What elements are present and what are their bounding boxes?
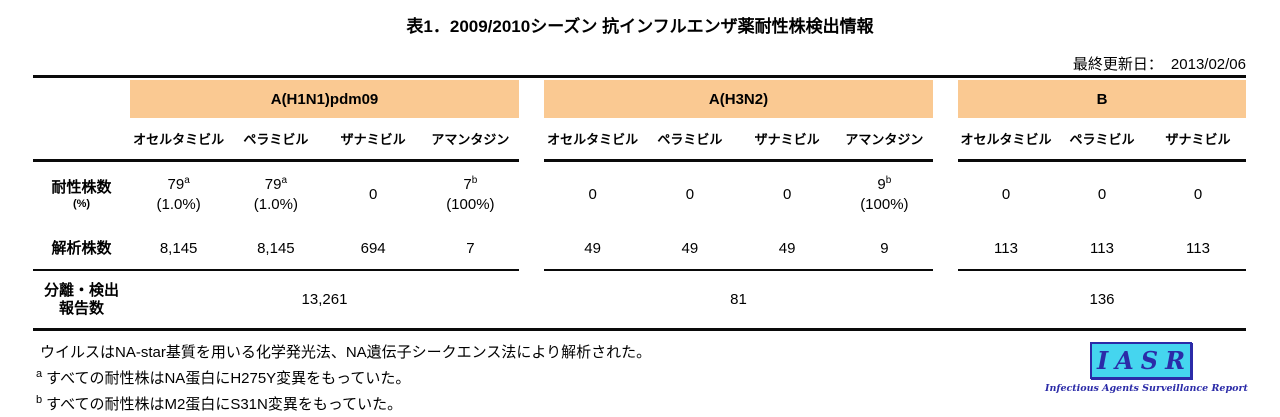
group-header-h1n1pdm09: A(H1N1)pdm09 — [130, 80, 519, 118]
analyzed-cell: 49 — [584, 239, 601, 257]
iasr-logo-subtitle: Infectious Agents Surveillance Report — [1045, 383, 1248, 394]
drug-header-zanamivir: ザナミビル — [754, 132, 820, 147]
drug-header-peramivir: ペラミビル — [657, 132, 723, 147]
drug-header-peramivir: ペラミビル — [243, 132, 309, 147]
drug-header-zanamivir: ザナミビル — [340, 132, 406, 147]
resistant-cell: 79a (1.0%) — [156, 175, 201, 214]
analyzed-cell: 9 — [880, 239, 889, 257]
table-bottom-rule — [33, 328, 1246, 331]
analyzed-cell: 694 — [360, 239, 386, 257]
resistant-row-h1n1pdm09: 79a (1.0%) 79a (1.0%) 0 7b (100%) — [130, 162, 519, 228]
iasr-logo[interactable]: IASR Infectious Agents Surveillance Repo… — [1045, 342, 1248, 394]
reported-cell: 136 — [1089, 290, 1115, 308]
drug-header-row-h1n1pdm09: オセルタミビル ペラミビル ザナミビル アマンタジン — [130, 118, 519, 159]
analyzed-cell: 113 — [994, 239, 1018, 257]
reported-row-h3n2: 81 — [544, 271, 933, 328]
drug-header-row-h3n2: オセルタミビル ペラミビル ザナミビル アマンタジン — [544, 118, 933, 159]
resistant-cell: 0 — [1097, 186, 1107, 203]
analyzed-cell: 49 — [681, 239, 699, 257]
group-header-b: B — [958, 80, 1246, 118]
footnote-b: b すべての耐性株はM2蛋白にS31N変異をもっていた。 — [36, 394, 403, 413]
reported-rule-group3 — [958, 269, 1246, 271]
analyzed-cell: 113 — [1186, 239, 1210, 257]
analyzed-row-h3n2: 49 49 49 9 — [544, 228, 933, 269]
analyzed-row-h1n1pdm09: 8,145 8,145 694 7 — [130, 228, 519, 269]
footnote-a: a すべての耐性株はNA蛋白にH275Y変異をもっていた。 — [36, 368, 411, 387]
analyzed-cell: 8,145 — [159, 239, 198, 257]
analyzed-row-b: 113 113 113 — [958, 228, 1246, 269]
reported-cell: 81 — [730, 290, 747, 308]
iasr-logo-box: IASR — [1090, 342, 1192, 379]
subheader-rule-group2 — [544, 159, 933, 162]
resistant-cell: 7b (100%) — [446, 175, 495, 214]
row-label-reported-count: 分離・検出 報告数 — [33, 271, 130, 328]
drug-header-peramivir: ペラミビル — [1069, 132, 1135, 147]
row-label-resistant-line1: 耐性株数 — [51, 179, 112, 196]
last-updated-label: 最終更新日： — [1072, 56, 1163, 73]
resistant-cell: 0 — [685, 186, 695, 203]
analyzed-cell: 113 — [1090, 239, 1114, 257]
resistant-cell: 9b (100%) — [860, 175, 909, 214]
resistant-cell: 79a (1.0%) — [253, 175, 298, 214]
table-top-rule — [33, 75, 1246, 78]
last-updated-date: 2013/02/06 — [1170, 56, 1246, 73]
drug-header-oseltamivir: オセルタミビル — [960, 132, 1052, 147]
subheader-rule-group1 — [33, 159, 519, 162]
resistant-cell: 0 — [1193, 186, 1203, 203]
analyzed-cell: 49 — [778, 239, 796, 257]
iasr-logo-acronym: IASR — [1096, 345, 1193, 375]
page-title: 表1．2009/2010シーズン 抗インフルエンザ薬耐性株検出情報 — [406, 17, 874, 36]
footnote-method: ウイルスはNA-star基質を用いる化学発光法、NA遺伝子シークエンス法により解… — [40, 344, 652, 361]
last-updated: 最終更新日： 2013/02/06 — [1073, 53, 1246, 74]
resistant-cell: 0 — [1001, 186, 1011, 203]
resistant-cell: 0 — [368, 186, 378, 203]
row-label-reported-line2: 報告数 — [58, 299, 104, 317]
drug-header-zanamivir: ザナミビル — [1165, 132, 1231, 147]
drug-header-oseltamivir: オセルタミビル — [547, 132, 639, 147]
row-label-resistant-count: 耐性株数 (%) — [33, 162, 130, 228]
reported-row-b: 136 — [958, 271, 1246, 328]
analyzed-cell: 7 — [466, 239, 475, 257]
reported-rule-group2 — [544, 269, 933, 271]
resistant-row-b: 0 0 0 — [958, 162, 1246, 228]
drug-header-row-b: オセルタミビル ペラミビル ザナミビル — [958, 118, 1246, 159]
row-label-resistant-line2: (%) — [72, 198, 91, 210]
drug-header-oseltamivir: オセルタミビル — [133, 132, 225, 147]
resistant-cell: 0 — [588, 186, 597, 203]
reported-rule-group1 — [33, 269, 519, 271]
row-label-analyzed-text: 解析株数 — [51, 239, 112, 257]
drug-header-amantadine: アマンタジン — [431, 132, 510, 147]
row-label-analyzed-count: 解析株数 — [33, 228, 130, 269]
subheader-rule-group3 — [958, 159, 1246, 162]
row-label-reported-line1: 分離・検出 — [43, 281, 119, 299]
resistant-row-h3n2: 0 0 0 9b (100%) — [544, 162, 933, 228]
reported-row-h1n1pdm09: 13,261 — [130, 271, 519, 328]
drug-header-amantadine: アマンタジン — [845, 132, 924, 147]
group-header-h3n2: A(H3N2) — [544, 80, 933, 118]
resistant-cell: 0 — [782, 186, 792, 203]
reported-cell: 13,261 — [301, 290, 348, 308]
analyzed-cell: 8,145 — [257, 239, 295, 257]
